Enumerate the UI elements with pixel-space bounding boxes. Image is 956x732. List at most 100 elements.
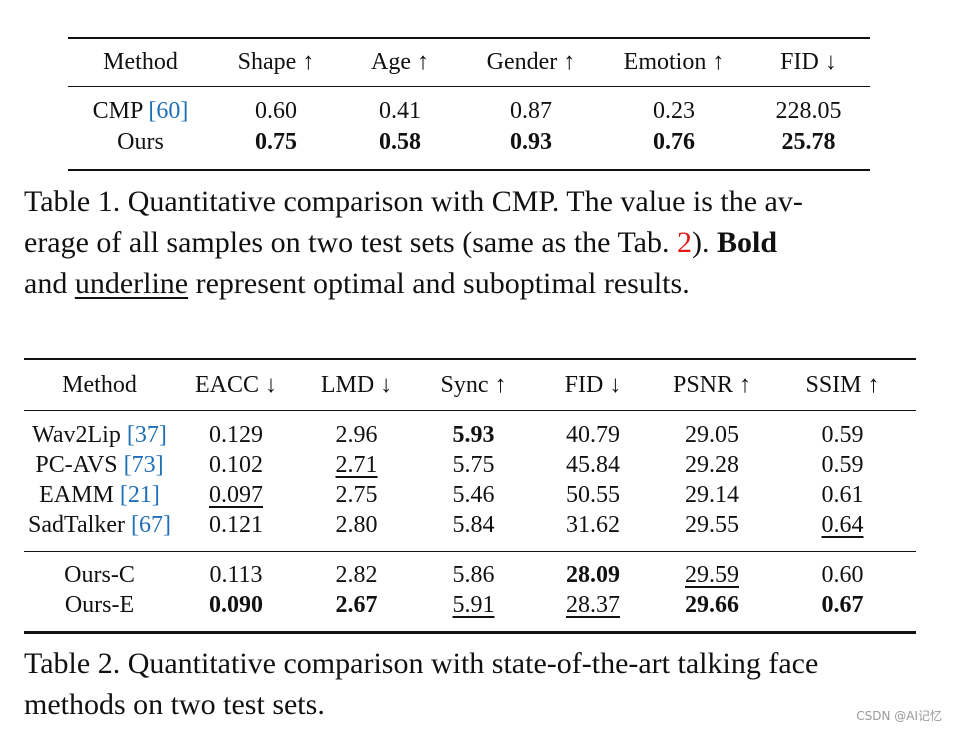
column-header-age: Age ↑ bbox=[339, 38, 461, 87]
watermark: CSDN @AI记忆 bbox=[856, 709, 942, 723]
value-cell: 2.75 bbox=[335, 482, 378, 508]
method-cell: Wav2Lip [37] bbox=[24, 411, 175, 451]
value-cell-second: 2.71 bbox=[297, 450, 416, 480]
table-row-wav2lip: Wav2Lip [37] 0.129 2.96 5.93 40.79 29.05… bbox=[24, 411, 916, 451]
column-header-shape: Shape ↑ bbox=[213, 38, 339, 87]
value-cell: 0.59 bbox=[821, 422, 864, 448]
caption-text: represent optimal and suboptimal results… bbox=[188, 267, 690, 300]
value-cell-best: 29.66 bbox=[685, 592, 739, 618]
value-cell: 0.87 bbox=[510, 98, 552, 124]
table-2: Method EACC ↓ LMD ↓ Sync ↑ FID ↓ PSNR ↑ … bbox=[24, 358, 916, 634]
method-name: SadTalker bbox=[28, 512, 125, 538]
method-name: Wav2Lip bbox=[32, 422, 121, 448]
value-cell-best: 0.76 bbox=[653, 129, 695, 155]
value-cell: 5.46 bbox=[452, 482, 495, 508]
value-cell: 0.121 bbox=[175, 510, 297, 552]
method-cell: CMP [60] bbox=[68, 87, 213, 128]
value-cell: 2.82 bbox=[335, 562, 378, 588]
value-cell: 29.55 bbox=[655, 510, 769, 552]
underlined-value: 2.71 bbox=[335, 452, 378, 478]
value-cell-best: 0.93 bbox=[510, 129, 552, 155]
column-header-fid: FID ↓ bbox=[531, 359, 655, 411]
table-row-pc-avs: PC-AVS [73] 0.102 2.71 5.75 45.84 29.28 … bbox=[24, 450, 916, 480]
value-cell: 0.60 bbox=[821, 562, 864, 588]
underlined-value: 5.91 bbox=[452, 592, 495, 618]
value-cell-best: 0.58 bbox=[379, 129, 421, 155]
column-header-method: Method bbox=[68, 38, 213, 87]
value-cell: 0.129 bbox=[209, 422, 263, 448]
caption-bold-word: Bold bbox=[717, 226, 778, 259]
value-cell-best: 0.67 bbox=[821, 592, 864, 618]
caption-underline-word: underline bbox=[74, 267, 189, 300]
value-cell: 2.80 bbox=[297, 510, 416, 552]
value-cell-best: 5.93 bbox=[452, 422, 495, 448]
value-cell: 228.05 bbox=[775, 98, 842, 124]
caption-line: Table 1. Quantitative comparison with CM… bbox=[24, 185, 803, 218]
table-row-cmp: CMP [60] 0.60 0.41 0.87 0.23 228.05 bbox=[68, 87, 870, 128]
value-cell-best: 0.090 bbox=[209, 592, 263, 618]
value-cell-best: 25.78 bbox=[781, 129, 836, 155]
column-header-gender: Gender ↑ bbox=[461, 38, 601, 87]
underlined-value: 29.59 bbox=[685, 562, 739, 588]
citation-link[interactable]: [67] bbox=[130, 512, 171, 538]
value-cell: 40.79 bbox=[566, 422, 620, 448]
value-cell: 29.05 bbox=[685, 422, 739, 448]
caption-line: methods on two test sets. bbox=[24, 688, 325, 721]
table-row-sadtalker: SadTalker [67] 0.121 2.80 5.84 31.62 29.… bbox=[24, 510, 916, 552]
value-cell: 0.113 bbox=[209, 562, 263, 588]
caption-line: Table 2. Quantitative comparison with st… bbox=[24, 647, 819, 680]
table-row-ours-c: Ours-C 0.113 2.82 5.86 28.09 29.59 0.60 bbox=[24, 552, 916, 591]
column-header-emotion: Emotion ↑ bbox=[601, 38, 747, 87]
method-name: CMP bbox=[92, 98, 143, 124]
citation-link[interactable]: [37] bbox=[126, 422, 167, 448]
value-cell: 0.102 bbox=[209, 452, 263, 478]
value-cell: 0.41 bbox=[379, 98, 421, 124]
caption-text: and bbox=[24, 267, 75, 300]
table-header-row: Method Shape ↑ Age ↑ Gender ↑ Emotion ↑ … bbox=[68, 38, 870, 87]
value-cell-best: 2.67 bbox=[335, 592, 378, 618]
method-name: EAMM bbox=[39, 482, 114, 508]
method-cell: Ours bbox=[117, 129, 164, 155]
value-cell: 5.84 bbox=[416, 510, 531, 552]
method-cell: EAMM [21] bbox=[24, 480, 175, 510]
value-cell-second: 0.097 bbox=[175, 480, 297, 510]
table-header-row: Method EACC ↓ LMD ↓ Sync ↑ FID ↓ PSNR ↑ … bbox=[24, 359, 916, 411]
table-2-caption: Table 2. Quantitative comparison with st… bbox=[24, 643, 916, 725]
column-header-psnr: PSNR ↑ bbox=[655, 359, 769, 411]
column-header-fid: FID ↓ bbox=[747, 38, 870, 87]
underlined-value: 0.097 bbox=[209, 482, 263, 508]
value-cell-best: 28.09 bbox=[566, 562, 620, 588]
column-header-method: Method bbox=[24, 359, 175, 411]
column-header-lmd: LMD ↓ bbox=[297, 359, 416, 411]
value-cell: 2.96 bbox=[335, 422, 378, 448]
value-cell-second: 29.59 bbox=[655, 552, 769, 591]
value-cell: 0.60 bbox=[255, 98, 297, 124]
method-cell: PC-AVS [73] bbox=[24, 450, 175, 480]
value-cell-second: 0.64 bbox=[769, 510, 916, 552]
table-row-ours-e: Ours-E 0.090 2.67 5.91 28.37 29.66 0.67 bbox=[24, 590, 916, 633]
table-row-ours: Ours 0.75 0.58 0.93 0.76 25.78 bbox=[68, 127, 870, 170]
citation-link[interactable]: [21] bbox=[119, 482, 160, 508]
citation-link[interactable]: [73] bbox=[123, 452, 164, 478]
method-cell: Ours-E bbox=[64, 592, 135, 618]
column-header-ssim: SSIM ↑ bbox=[769, 359, 916, 411]
value-cell: 0.61 bbox=[821, 482, 864, 508]
caption-text: ). bbox=[692, 226, 717, 259]
value-cell: 0.23 bbox=[653, 98, 695, 124]
value-cell: 29.28 bbox=[685, 452, 739, 478]
value-cell: 5.75 bbox=[452, 452, 495, 478]
citation-link[interactable]: [60] bbox=[148, 98, 189, 124]
underlined-value: 0.64 bbox=[821, 512, 864, 538]
method-cell: Ours-C bbox=[64, 562, 135, 588]
column-header-sync: Sync ↑ bbox=[416, 359, 531, 411]
caption-line: erage of all samples on two test sets (s… bbox=[24, 222, 916, 263]
underlined-value: 28.37 bbox=[566, 592, 620, 618]
value-cell-second: 5.91 bbox=[416, 590, 531, 633]
value-cell: 0.59 bbox=[821, 452, 864, 478]
caption-line: and underline represent optimal and subo… bbox=[24, 263, 916, 304]
value-cell-second: 28.37 bbox=[531, 590, 655, 633]
table-reference-link[interactable]: 2 bbox=[677, 226, 692, 259]
value-cell: 31.62 bbox=[531, 510, 655, 552]
method-cell: SadTalker [67] bbox=[24, 510, 175, 552]
value-cell: 45.84 bbox=[566, 452, 620, 478]
